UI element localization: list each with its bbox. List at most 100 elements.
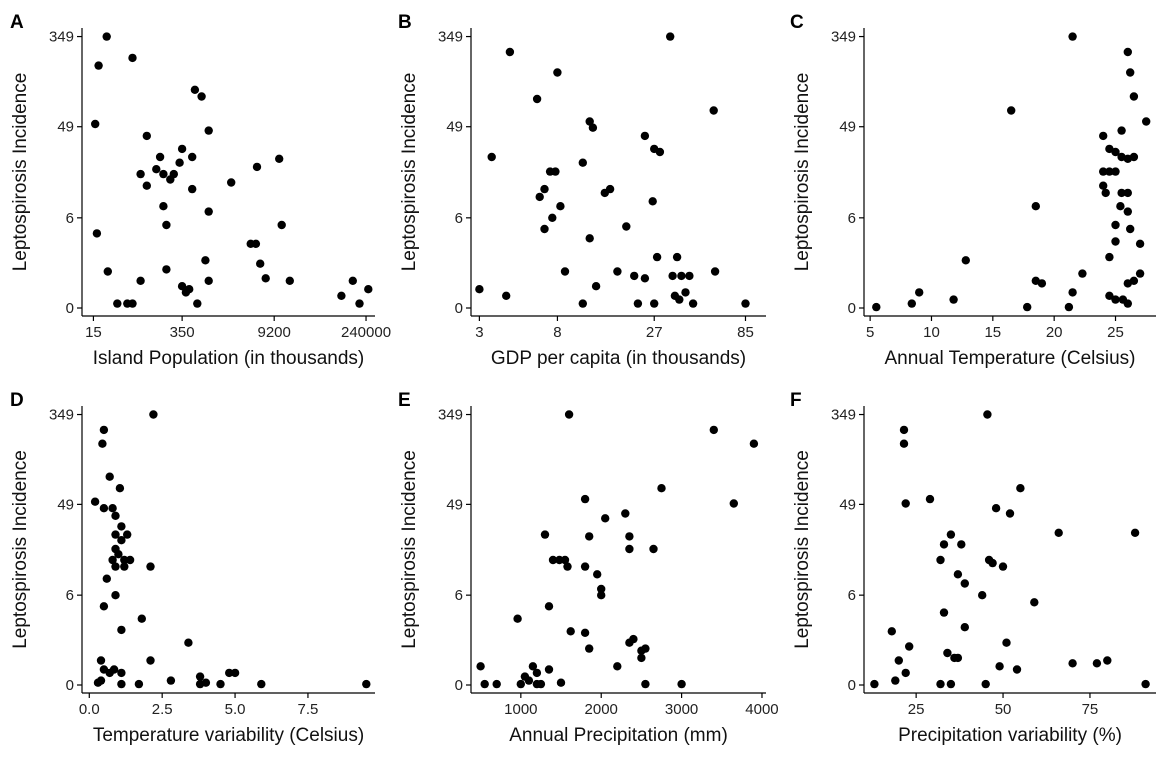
data-point xyxy=(103,267,113,276)
x-axis-title: Annual Precipitation (mm) xyxy=(509,725,728,746)
data-point xyxy=(580,628,590,637)
data-point xyxy=(946,530,956,539)
data-point xyxy=(591,282,601,291)
data-point xyxy=(256,259,265,268)
data-point xyxy=(115,484,125,493)
data-point xyxy=(252,162,262,172)
data-point xyxy=(177,282,187,291)
data-point xyxy=(184,638,193,647)
data-point xyxy=(613,267,622,276)
data-point xyxy=(1135,239,1145,248)
data-point xyxy=(195,672,205,681)
y-tick-label: 0 xyxy=(66,300,74,317)
data-point xyxy=(149,410,158,419)
data-point xyxy=(109,665,119,674)
data-point xyxy=(1099,131,1108,141)
data-point xyxy=(637,653,646,663)
data-point xyxy=(275,154,284,163)
data-point xyxy=(188,152,197,162)
data-point xyxy=(655,147,665,157)
data-point xyxy=(475,285,484,294)
data-point xyxy=(92,229,102,238)
data-point xyxy=(90,497,100,506)
x-tick-label: 0.0 xyxy=(79,701,100,718)
data-point xyxy=(1111,147,1120,157)
data-point xyxy=(578,299,587,308)
data-point xyxy=(134,679,144,689)
data-point xyxy=(605,184,615,194)
y-tick-label: 0 xyxy=(66,677,74,694)
data-point xyxy=(563,562,572,571)
data-point xyxy=(337,291,346,300)
data-point xyxy=(601,514,610,523)
data-point xyxy=(668,271,677,281)
data-point xyxy=(960,623,969,632)
y-tick-label: 349 xyxy=(49,407,74,424)
data-point xyxy=(96,676,106,685)
data-point xyxy=(159,169,168,179)
data-point xyxy=(362,679,371,689)
data-point xyxy=(729,499,738,508)
data-point xyxy=(1105,167,1114,176)
data-point xyxy=(551,167,560,176)
data-point xyxy=(1099,167,1108,176)
data-point xyxy=(901,668,910,678)
data-point xyxy=(633,299,643,308)
x-tick-label: 25 xyxy=(908,701,925,718)
data-point xyxy=(1064,302,1074,312)
data-point xyxy=(988,558,997,568)
data-point xyxy=(641,644,650,653)
data-point xyxy=(1111,295,1120,304)
data-point xyxy=(978,591,987,600)
data-point xyxy=(566,627,575,636)
y-tick-label: 0 xyxy=(848,300,856,317)
data-point xyxy=(675,295,684,304)
data-point xyxy=(227,178,236,187)
data-point xyxy=(540,224,549,234)
data-point xyxy=(544,665,554,674)
data-point xyxy=(894,656,903,665)
data-point xyxy=(1123,299,1133,308)
y-axis-title: Leptospirosis Incidence xyxy=(10,450,31,649)
data-point xyxy=(640,274,650,283)
data-point xyxy=(925,494,935,504)
data-point xyxy=(1068,288,1077,297)
x-axis-title: GDP per capita (in thousands) xyxy=(491,348,746,369)
data-point xyxy=(666,32,675,41)
data-point xyxy=(625,544,634,554)
data-point xyxy=(480,679,489,689)
data-point xyxy=(91,119,100,129)
data-point xyxy=(532,94,542,104)
data-point xyxy=(204,126,213,135)
data-point xyxy=(536,679,546,689)
y-axis-title: Leptospirosis Incidence xyxy=(399,73,420,272)
x-tick-label: 9200 xyxy=(257,324,290,341)
data-point xyxy=(936,555,945,565)
data-point xyxy=(1116,202,1125,211)
data-point xyxy=(672,252,682,262)
data-point xyxy=(120,555,129,565)
data-point xyxy=(650,299,659,308)
x-axis-title: Temperature variability (Celsius) xyxy=(93,725,364,746)
data-point xyxy=(277,220,286,230)
data-point xyxy=(1123,47,1133,57)
data-point xyxy=(891,676,900,685)
data-point xyxy=(146,656,155,665)
data-point xyxy=(915,288,924,297)
x-tick-label: 1000 xyxy=(504,701,537,718)
data-point xyxy=(597,591,606,600)
data-point xyxy=(261,274,270,283)
data-point xyxy=(887,627,896,636)
data-point xyxy=(540,184,549,194)
data-point xyxy=(943,648,952,658)
x-tick-label: 7.5 xyxy=(298,701,319,718)
data-point xyxy=(94,61,103,70)
x-tick-label: 85 xyxy=(737,324,754,341)
data-point xyxy=(111,591,120,600)
data-point xyxy=(162,220,171,230)
data-point xyxy=(1141,679,1150,689)
y-tick-label: 49 xyxy=(839,119,856,136)
y-tick-label: 6 xyxy=(848,587,856,604)
data-point xyxy=(487,152,496,162)
